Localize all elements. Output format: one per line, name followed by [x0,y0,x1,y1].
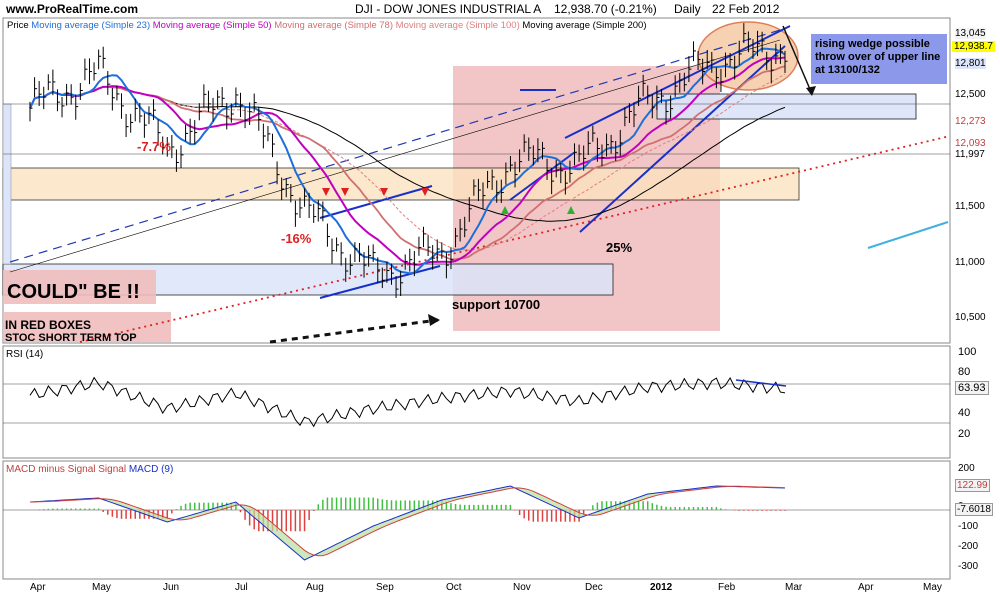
symbol-title: DJI - DOW JONES INDUSTRIAL A [355,2,542,16]
wedge-note: rising wedge possible throw over of uppe… [811,34,947,84]
macd-value-b: -7.6018 [955,503,993,516]
pct-77-note: -7.7% [137,139,171,154]
rsi-axis: 100 80 63.93 40 20 [952,346,1000,458]
signal-arrows [322,188,575,214]
red-arrow-1 [322,188,330,196]
green-arrow-1 [501,206,509,214]
green-arrow-2 [567,206,575,214]
macd-tick-m200: -200 [958,541,979,552]
macd-value-a: 122.99 [955,479,990,492]
macd-ribbon [29,485,786,561]
ma-23-line [29,47,786,275]
macd-histogram [33,497,786,532]
rsi-tick-100: 100 [958,346,977,358]
tick-12273: 12,273 [955,116,986,127]
price-axis: 13,045 12,938.7 12,801 12,500 12,273 12,… [952,18,1000,343]
pink-box-note [3,312,171,342]
rsi-path [29,376,786,428]
x-tick-nov: Nov [513,582,531,593]
macd-tick-m300: -300 [958,561,979,572]
macd-signal-line [29,485,786,557]
legend-ma78: Moving average (Simple 78) [274,20,394,31]
x-tick-2012: 2012 [650,582,673,593]
x-tick-jun: Jun [163,582,180,593]
x-tick-apr: Apr [30,582,46,593]
pink-box-small [3,270,156,304]
red-arrow-4 [421,188,429,196]
price-bars [29,23,788,298]
tick-12093: 12,093 [955,138,986,149]
tick-11000: 11,000 [955,257,985,268]
red-dotted-support [79,135,951,343]
x-tick-may2: May [923,582,942,593]
last-price: 12,938.70 (-0.21%) [554,2,657,16]
left-blue-strip [2,103,12,265]
x-tick-feb: Feb [718,582,736,593]
macd-line [29,485,786,561]
pct-25-note: 25% [606,240,633,255]
macd-panel [2,460,951,580]
black-trendline [9,39,781,273]
macd-title: MACD minus Signal Signal MACD (9) [6,464,173,475]
x-tick-dec: Dec [585,582,603,593]
legend-ma100: Moving average (Simple 100) [395,20,520,31]
tick-12801: 12,801 [955,58,986,69]
rsi-last: 63.93 [955,381,989,395]
site-name[interactable]: www.ProRealTime.com [6,2,139,16]
channel-lower [319,265,441,299]
price-legend: Price Moving average (Simple 23) Moving … [7,20,646,31]
x-tick-mar: Mar [785,582,803,593]
macd-title-a: MACD minus Signal Signal [6,464,127,475]
blue-box-high [656,93,917,120]
tick-12500: 12,500 [955,89,986,100]
throw-arrow [782,25,813,95]
period: Daily [674,2,701,16]
ma50-path [29,56,786,266]
short-term-note: STOC SHORT TERM TOP [5,333,137,343]
red-boxes-note: IN RED BOXES [5,318,92,332]
ma-50-line [29,56,786,266]
header-bar: www.ProRealTime.com DJI - DOW JONES INDU… [0,0,1000,18]
legend-ma200: Moving average (Simple 200) [522,20,647,31]
rsi-tick-80: 80 [958,366,971,378]
cyan-projection [867,221,949,249]
macd-tick-200: 200 [958,463,975,474]
last-price-tag: 12,938.7 [952,41,995,52]
x-tick-oct: Oct [446,582,462,593]
x-tick-aug: Aug [306,582,324,593]
legend-price: Price [7,20,29,31]
rsi-tick-20: 20 [958,428,971,440]
rsi-tick-40: 40 [958,407,971,419]
red-arrow-2 [341,188,349,196]
x-axis: Apr May Jun Jul Aug Sep Oct Nov Dec 2012… [0,582,950,600]
wedge-lower [579,45,786,233]
macd-title-b: MACD (9) [128,464,174,475]
x-tick-sep: Sep [376,582,394,593]
throw-arrow-head [806,86,816,96]
arrow-head-support [428,314,440,326]
rsi-panel [2,345,951,459]
tick-10500: 10,500 [955,312,986,323]
rsi-line [29,376,786,428]
ma23-path [29,47,786,275]
pct-16-note: -16% [281,231,312,246]
red-arrow-3 [380,188,388,196]
x-tick-may: May [92,582,111,593]
x-tick-apr2: Apr [858,582,874,593]
channel-upper [319,185,433,219]
tick-11500: 11,500 [955,201,985,212]
macd-axis: 200 122.99 0 -7.6018 -100 -200 -300 [952,461,1000,579]
macd-tick-m100: -100 [958,521,979,532]
date: 22 Feb 2012 [712,2,780,16]
tick-11997: 11,997 [955,149,985,160]
could-be-note: COULD" BE !! [7,281,140,303]
support-note: support 10700 [452,297,541,312]
rsi-divergence [735,379,787,387]
legend-ma23: Moving average (Simple 23) [31,20,151,31]
tick-13045: 13,045 [955,28,986,39]
x-tick-jul: Jul [235,582,248,593]
rsi-title: RSI (14) [6,349,44,360]
legend-ma50: Moving average (Simple 50) [152,20,272,31]
